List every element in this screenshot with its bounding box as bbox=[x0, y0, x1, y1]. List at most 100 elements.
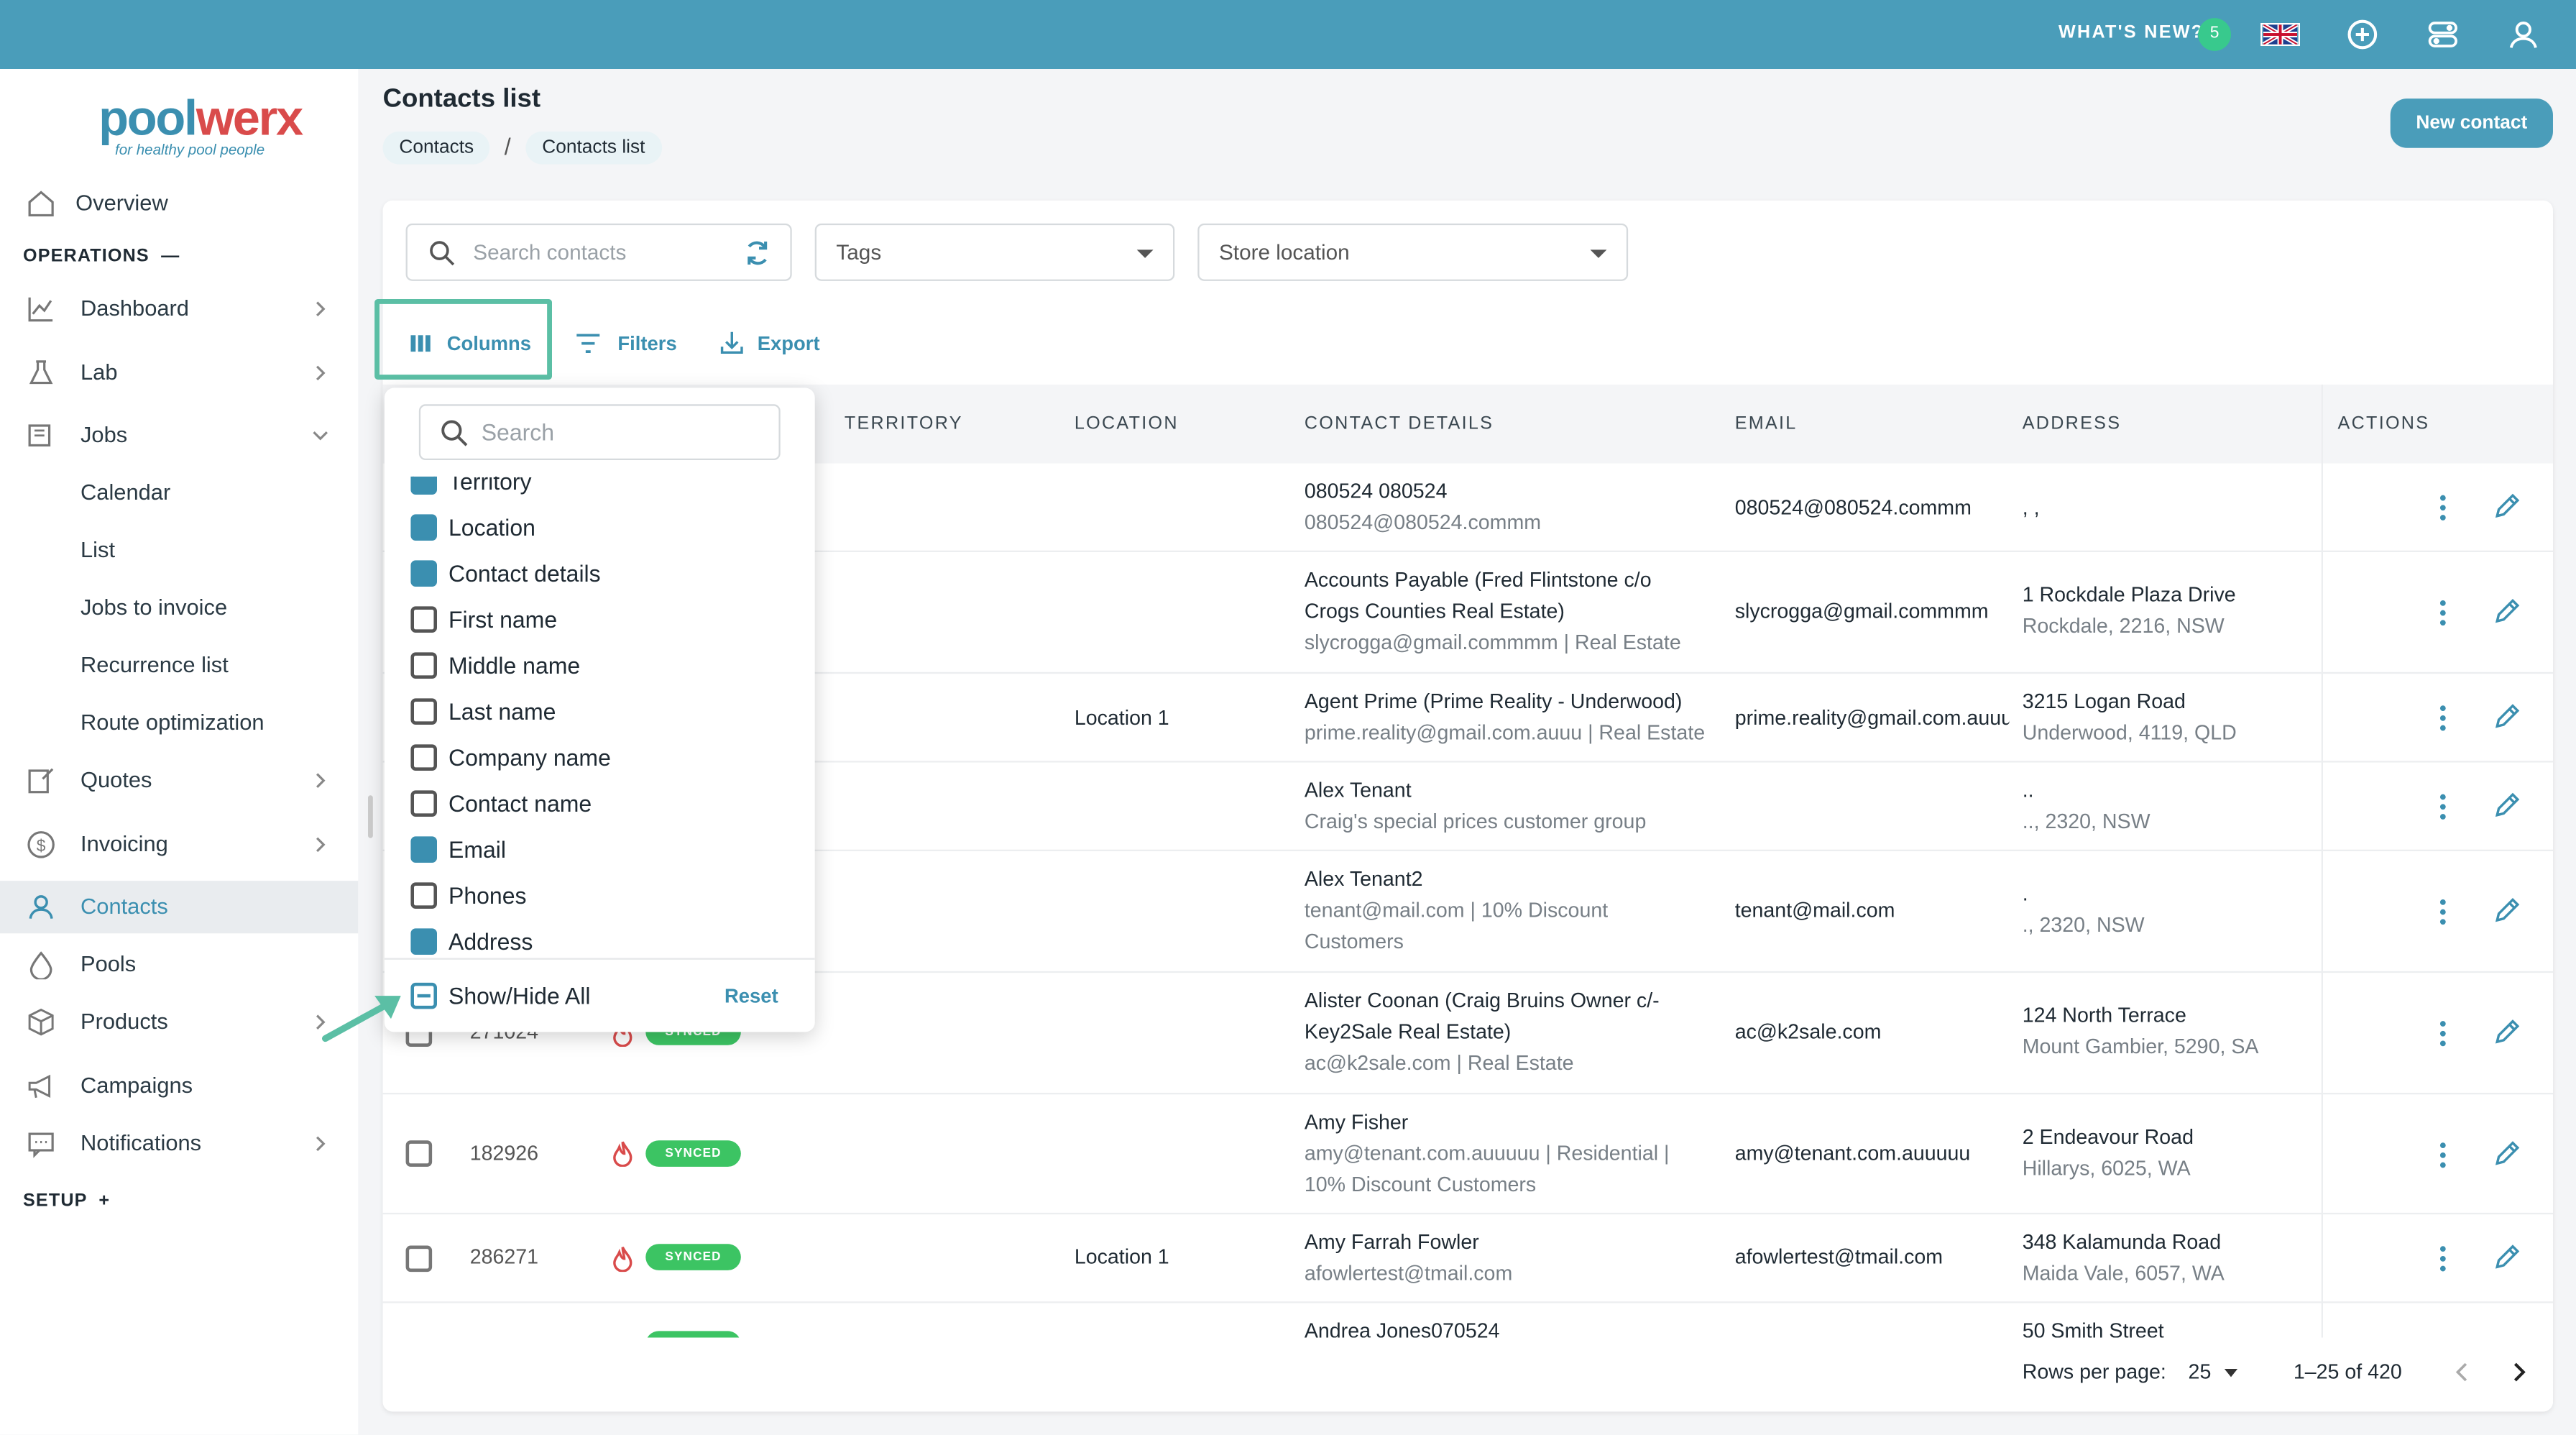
more-options-icon[interactable] bbox=[2439, 1020, 2446, 1047]
new-contact-button[interactable]: New contact bbox=[2390, 98, 2553, 148]
top-bar: WHAT'S NEW? 5 bbox=[0, 0, 2576, 69]
uk-flag-icon[interactable] bbox=[2260, 22, 2300, 46]
more-options-icon[interactable] bbox=[2439, 899, 2446, 925]
sidebar-resize-handle[interactable] bbox=[367, 795, 373, 838]
add-circle-icon[interactable] bbox=[2345, 17, 2380, 52]
flame-icon bbox=[613, 1141, 632, 1167]
download-icon bbox=[720, 331, 743, 354]
chevron-right-icon bbox=[316, 1136, 326, 1152]
sidebar-item-contacts[interactable]: Contacts bbox=[0, 881, 359, 934]
column-search-input[interactable]: Search bbox=[418, 404, 781, 460]
table-row[interactable]: Accounts Payable (Fred Flintstone c/o Cro… bbox=[382, 552, 2553, 674]
table-row[interactable]: Alex Tenant2 tenant@mail.com | 10% Discou… bbox=[382, 851, 2553, 973]
edit-pencil-icon[interactable] bbox=[2492, 702, 2521, 731]
sidebar-item-jobs-to-invoice[interactable]: Jobs to invoice bbox=[80, 595, 228, 620]
column-option-territory[interactable]: Territory bbox=[410, 476, 805, 506]
dropdown-arrow-icon[interactable] bbox=[2224, 1368, 2238, 1377]
col-contact-details[interactable]: CONTACT DETAILS bbox=[1304, 413, 1494, 434]
column-options-list[interactable]: Territory Location Contact details First… bbox=[385, 476, 815, 958]
edit-pencil-icon[interactable] bbox=[2492, 896, 2521, 925]
refresh-icon[interactable] bbox=[742, 238, 772, 267]
search-contacts-input[interactable]: Search contacts bbox=[405, 223, 792, 281]
col-email[interactable]: EMAIL bbox=[1734, 413, 1798, 434]
table-row[interactable]: 182926 SYNCED Amy Fisher amy@tenant.com.a… bbox=[382, 1094, 2553, 1215]
svg-text:$: $ bbox=[37, 836, 46, 855]
breadcrumb-separator: / bbox=[504, 133, 511, 160]
column-option-first-name[interactable]: First name bbox=[410, 598, 805, 644]
more-options-icon[interactable] bbox=[2439, 1142, 2446, 1169]
row-checkbox[interactable] bbox=[405, 1140, 433, 1167]
sidebar-item-campaigns[interactable]: Campaigns bbox=[0, 1060, 358, 1112]
store-location-select[interactable]: Store location bbox=[1197, 223, 1629, 281]
columns-highlight-box bbox=[374, 298, 552, 380]
chevron-right-icon bbox=[316, 301, 326, 316]
table-row[interactable]: Alex Tenant Craig's special prices custom… bbox=[382, 763, 2553, 851]
column-option-location[interactable]: Location bbox=[410, 506, 805, 552]
column-option-email[interactable]: Email bbox=[410, 828, 805, 874]
breadcrumb-contacts[interactable]: Contacts bbox=[382, 131, 491, 165]
search-icon bbox=[430, 241, 455, 266]
logo-tagline: for healthy pool people bbox=[114, 141, 265, 158]
dropdown-arrow-icon bbox=[1136, 249, 1154, 258]
sidebar-item-lab[interactable]: Lab bbox=[0, 347, 358, 399]
col-territory[interactable]: TERRITORY bbox=[844, 413, 963, 434]
edit-pencil-icon[interactable] bbox=[2492, 1242, 2521, 1272]
reset-columns-button[interactable]: Reset bbox=[724, 984, 778, 1008]
whats-new-link[interactable]: WHAT'S NEW? bbox=[2058, 22, 2204, 43]
rows-per-page-select[interactable]: 25 bbox=[2188, 1360, 2212, 1384]
sidebar-item-products[interactable]: Products bbox=[0, 996, 358, 1048]
chevron-left-icon[interactable] bbox=[2453, 1361, 2472, 1384]
sidebar-item-recurrence-list[interactable]: Recurrence list bbox=[80, 652, 229, 677]
more-options-icon[interactable] bbox=[2439, 794, 2446, 820]
sidebar-item-route-optimization[interactable]: Route optimization bbox=[80, 710, 264, 735]
edit-pencil-icon[interactable] bbox=[2492, 790, 2521, 820]
setup-header[interactable]: SETUP + bbox=[22, 1191, 111, 1211]
search-icon bbox=[441, 420, 468, 446]
operations-header[interactable]: OPERATIONS — bbox=[22, 246, 180, 267]
toggles-icon[interactable] bbox=[2425, 17, 2461, 52]
more-options-icon[interactable] bbox=[2439, 1246, 2446, 1273]
row-checkbox[interactable] bbox=[405, 1245, 433, 1273]
user-icon bbox=[29, 895, 53, 920]
sidebar-item-overview[interactable]: Overview bbox=[0, 178, 358, 230]
sidebar-item-quotes[interactable]: Quotes bbox=[0, 754, 358, 807]
column-option-contact-details[interactable]: Contact details bbox=[410, 552, 805, 598]
sidebar-item-list[interactable]: List bbox=[80, 537, 116, 562]
show-hide-all-toggle[interactable]: Show/Hide All bbox=[410, 974, 805, 1020]
column-option-company-name[interactable]: Company name bbox=[410, 736, 805, 782]
user-account-icon[interactable] bbox=[2506, 17, 2542, 52]
poolwerx-logo[interactable]: poolwerx bbox=[98, 91, 303, 147]
table-row[interactable]: Location 1 Agent Prime (Prime Reality - … bbox=[382, 674, 2553, 763]
col-address[interactable]: ADDRESS bbox=[2022, 413, 2122, 434]
column-option-middle-name[interactable]: Middle name bbox=[410, 644, 805, 690]
more-options-icon[interactable] bbox=[2439, 705, 2446, 732]
sidebar-item-pools[interactable]: Pools bbox=[0, 938, 358, 991]
annotation-arrow-icon bbox=[321, 996, 401, 1042]
columns-popup-footer: Show/Hide All Reset bbox=[384, 958, 815, 1032]
edit-pencil-icon[interactable] bbox=[2492, 597, 2521, 626]
sidebar: poolwerx for healthy pool people Overvie… bbox=[0, 68, 359, 1435]
chevron-right-icon[interactable] bbox=[2508, 1361, 2528, 1384]
column-option-last-name[interactable]: Last name bbox=[410, 690, 805, 736]
edit-pencil-icon[interactable] bbox=[2492, 1017, 2521, 1047]
column-option-contact-name[interactable]: Contact name bbox=[410, 782, 805, 828]
table-row[interactable]: 080524 080524 080524@080524.commm 080524@… bbox=[382, 464, 2553, 552]
jobs-icon bbox=[28, 424, 51, 447]
edit-pencil-icon[interactable] bbox=[2492, 1139, 2521, 1168]
sidebar-item-calendar[interactable]: Calendar bbox=[80, 480, 171, 505]
sidebar-item-dashboard[interactable]: Dashboard bbox=[0, 283, 358, 335]
sidebar-item-jobs[interactable]: Jobs bbox=[0, 409, 358, 462]
table-row[interactable]: 286271 SYNCED Location 1 Amy Farrah Fowl… bbox=[382, 1214, 2553, 1303]
table-row[interactable]: SYNCED Andrea Jones070524 50 Smith Stree… bbox=[383, 1303, 2553, 1338]
sidebar-item-notifications[interactable]: Notifications bbox=[0, 1117, 358, 1170]
dollar-icon: $ bbox=[27, 831, 55, 858]
tags-select[interactable]: Tags bbox=[814, 223, 1175, 281]
edit-pencil-icon[interactable] bbox=[2492, 491, 2521, 521]
column-option-address[interactable]: Address bbox=[410, 920, 805, 958]
more-options-icon[interactable] bbox=[2439, 600, 2446, 626]
more-options-icon[interactable] bbox=[2439, 495, 2446, 521]
chevron-right-icon bbox=[316, 773, 326, 788]
column-option-phones[interactable]: Phones bbox=[410, 874, 805, 920]
col-location[interactable]: LOCATION bbox=[1074, 413, 1179, 434]
sidebar-item-invoicing[interactable]: $ Invoicing bbox=[0, 818, 358, 871]
